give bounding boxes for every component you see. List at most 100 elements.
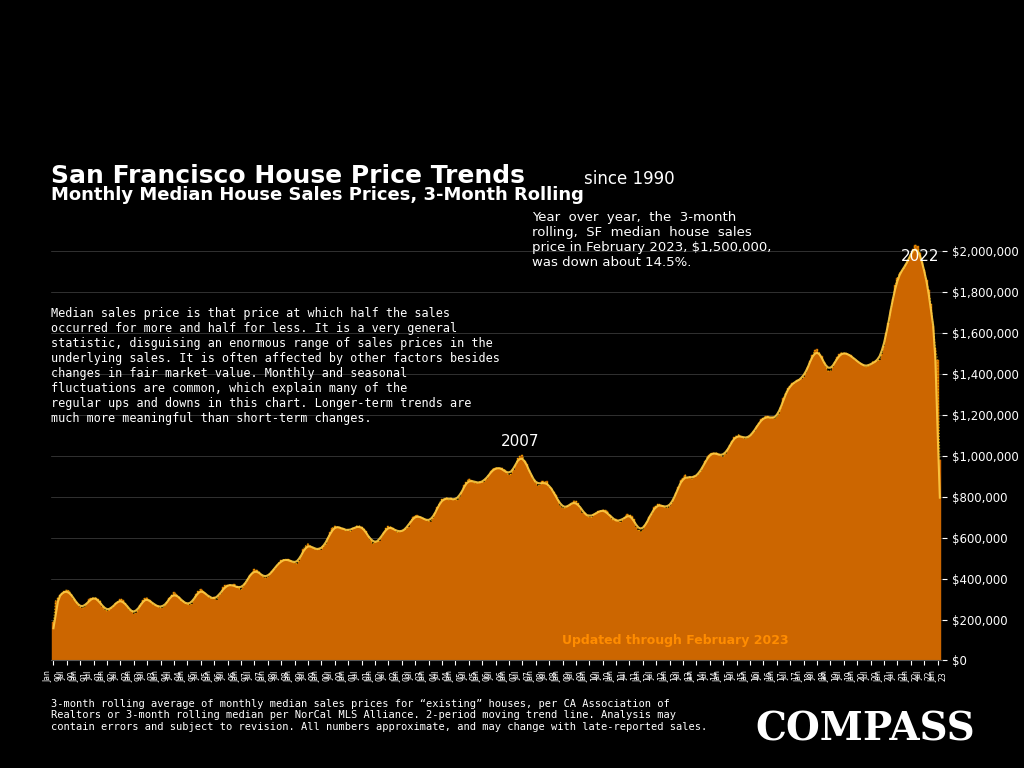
Bar [236, 586, 238, 660]
Bar [926, 280, 928, 660]
Bar [693, 476, 695, 660]
Bar [771, 417, 773, 660]
Bar [932, 326, 934, 660]
Bar [528, 471, 530, 660]
Bar [894, 285, 896, 660]
Bar [61, 593, 63, 660]
Bar [249, 575, 251, 660]
Bar [752, 434, 754, 660]
Bar [128, 611, 130, 660]
Bar [376, 542, 378, 660]
Bar [90, 598, 92, 660]
Bar [729, 445, 731, 660]
Bar [231, 586, 233, 660]
Bar [383, 532, 385, 660]
Bar [374, 542, 376, 660]
Bar [709, 454, 711, 660]
Bar [329, 532, 332, 660]
Bar [805, 372, 807, 660]
Bar [111, 607, 113, 660]
Bar [353, 528, 356, 660]
Bar [582, 512, 584, 660]
Bar [561, 508, 563, 660]
Bar [637, 530, 640, 660]
Text: Year  over  year,  the  3-month
rolling,  SF  median  house  sales
price in Febr: Year over year, the 3-month rolling, SF … [532, 211, 772, 270]
Bar [222, 588, 224, 660]
Bar [809, 361, 811, 660]
Bar [778, 414, 780, 660]
Bar [546, 482, 548, 660]
Bar [139, 604, 141, 660]
Bar [691, 479, 693, 660]
Bar [115, 603, 117, 660]
Bar [792, 383, 794, 660]
Bar [735, 435, 737, 660]
Bar [356, 526, 358, 660]
Bar [258, 571, 260, 660]
Bar [289, 561, 291, 660]
Bar [790, 386, 792, 660]
Bar [213, 598, 215, 660]
Bar [863, 366, 865, 660]
Bar [321, 550, 323, 660]
Bar [577, 503, 580, 660]
Bar [542, 482, 544, 660]
Bar [839, 354, 841, 660]
Bar [746, 439, 749, 660]
Bar [879, 359, 881, 660]
Bar [95, 598, 97, 660]
Bar [109, 611, 111, 660]
Bar [504, 470, 506, 660]
Bar [572, 502, 574, 660]
Bar [858, 363, 860, 660]
Bar [854, 359, 856, 660]
Bar [595, 513, 597, 660]
Bar [865, 367, 867, 660]
Text: 2007: 2007 [501, 434, 540, 449]
Bar [141, 600, 143, 660]
Bar [311, 548, 313, 660]
Bar [867, 366, 869, 660]
Bar [720, 456, 722, 660]
Bar [73, 599, 75, 660]
Bar [495, 468, 497, 660]
Bar [814, 350, 816, 660]
Bar [780, 406, 782, 660]
Bar [659, 505, 662, 660]
Bar [283, 560, 285, 660]
Bar [398, 531, 400, 660]
Bar [455, 499, 457, 660]
Bar [548, 487, 550, 660]
Bar [77, 604, 79, 660]
Bar [450, 498, 452, 660]
Bar [336, 527, 338, 660]
Bar [506, 473, 508, 660]
Bar [653, 507, 655, 660]
Bar [896, 278, 898, 660]
Bar [233, 584, 236, 660]
Bar [871, 362, 873, 660]
Bar [508, 475, 510, 660]
Bar [430, 521, 432, 660]
Bar [749, 436, 752, 660]
Bar [325, 545, 327, 660]
Bar [400, 531, 402, 660]
Bar [179, 601, 182, 660]
Bar [463, 485, 465, 660]
Bar [903, 268, 905, 660]
Bar [586, 516, 588, 660]
Bar [487, 475, 489, 660]
Bar [841, 353, 843, 660]
Bar [684, 475, 686, 660]
Bar [126, 607, 128, 660]
Bar [765, 416, 767, 660]
Bar [168, 598, 171, 660]
Bar [461, 492, 463, 660]
Bar [151, 603, 153, 660]
Bar [298, 561, 300, 660]
Bar [497, 468, 499, 660]
Bar [177, 598, 179, 660]
Bar [648, 517, 650, 660]
Bar [907, 260, 909, 660]
Bar [204, 593, 207, 660]
